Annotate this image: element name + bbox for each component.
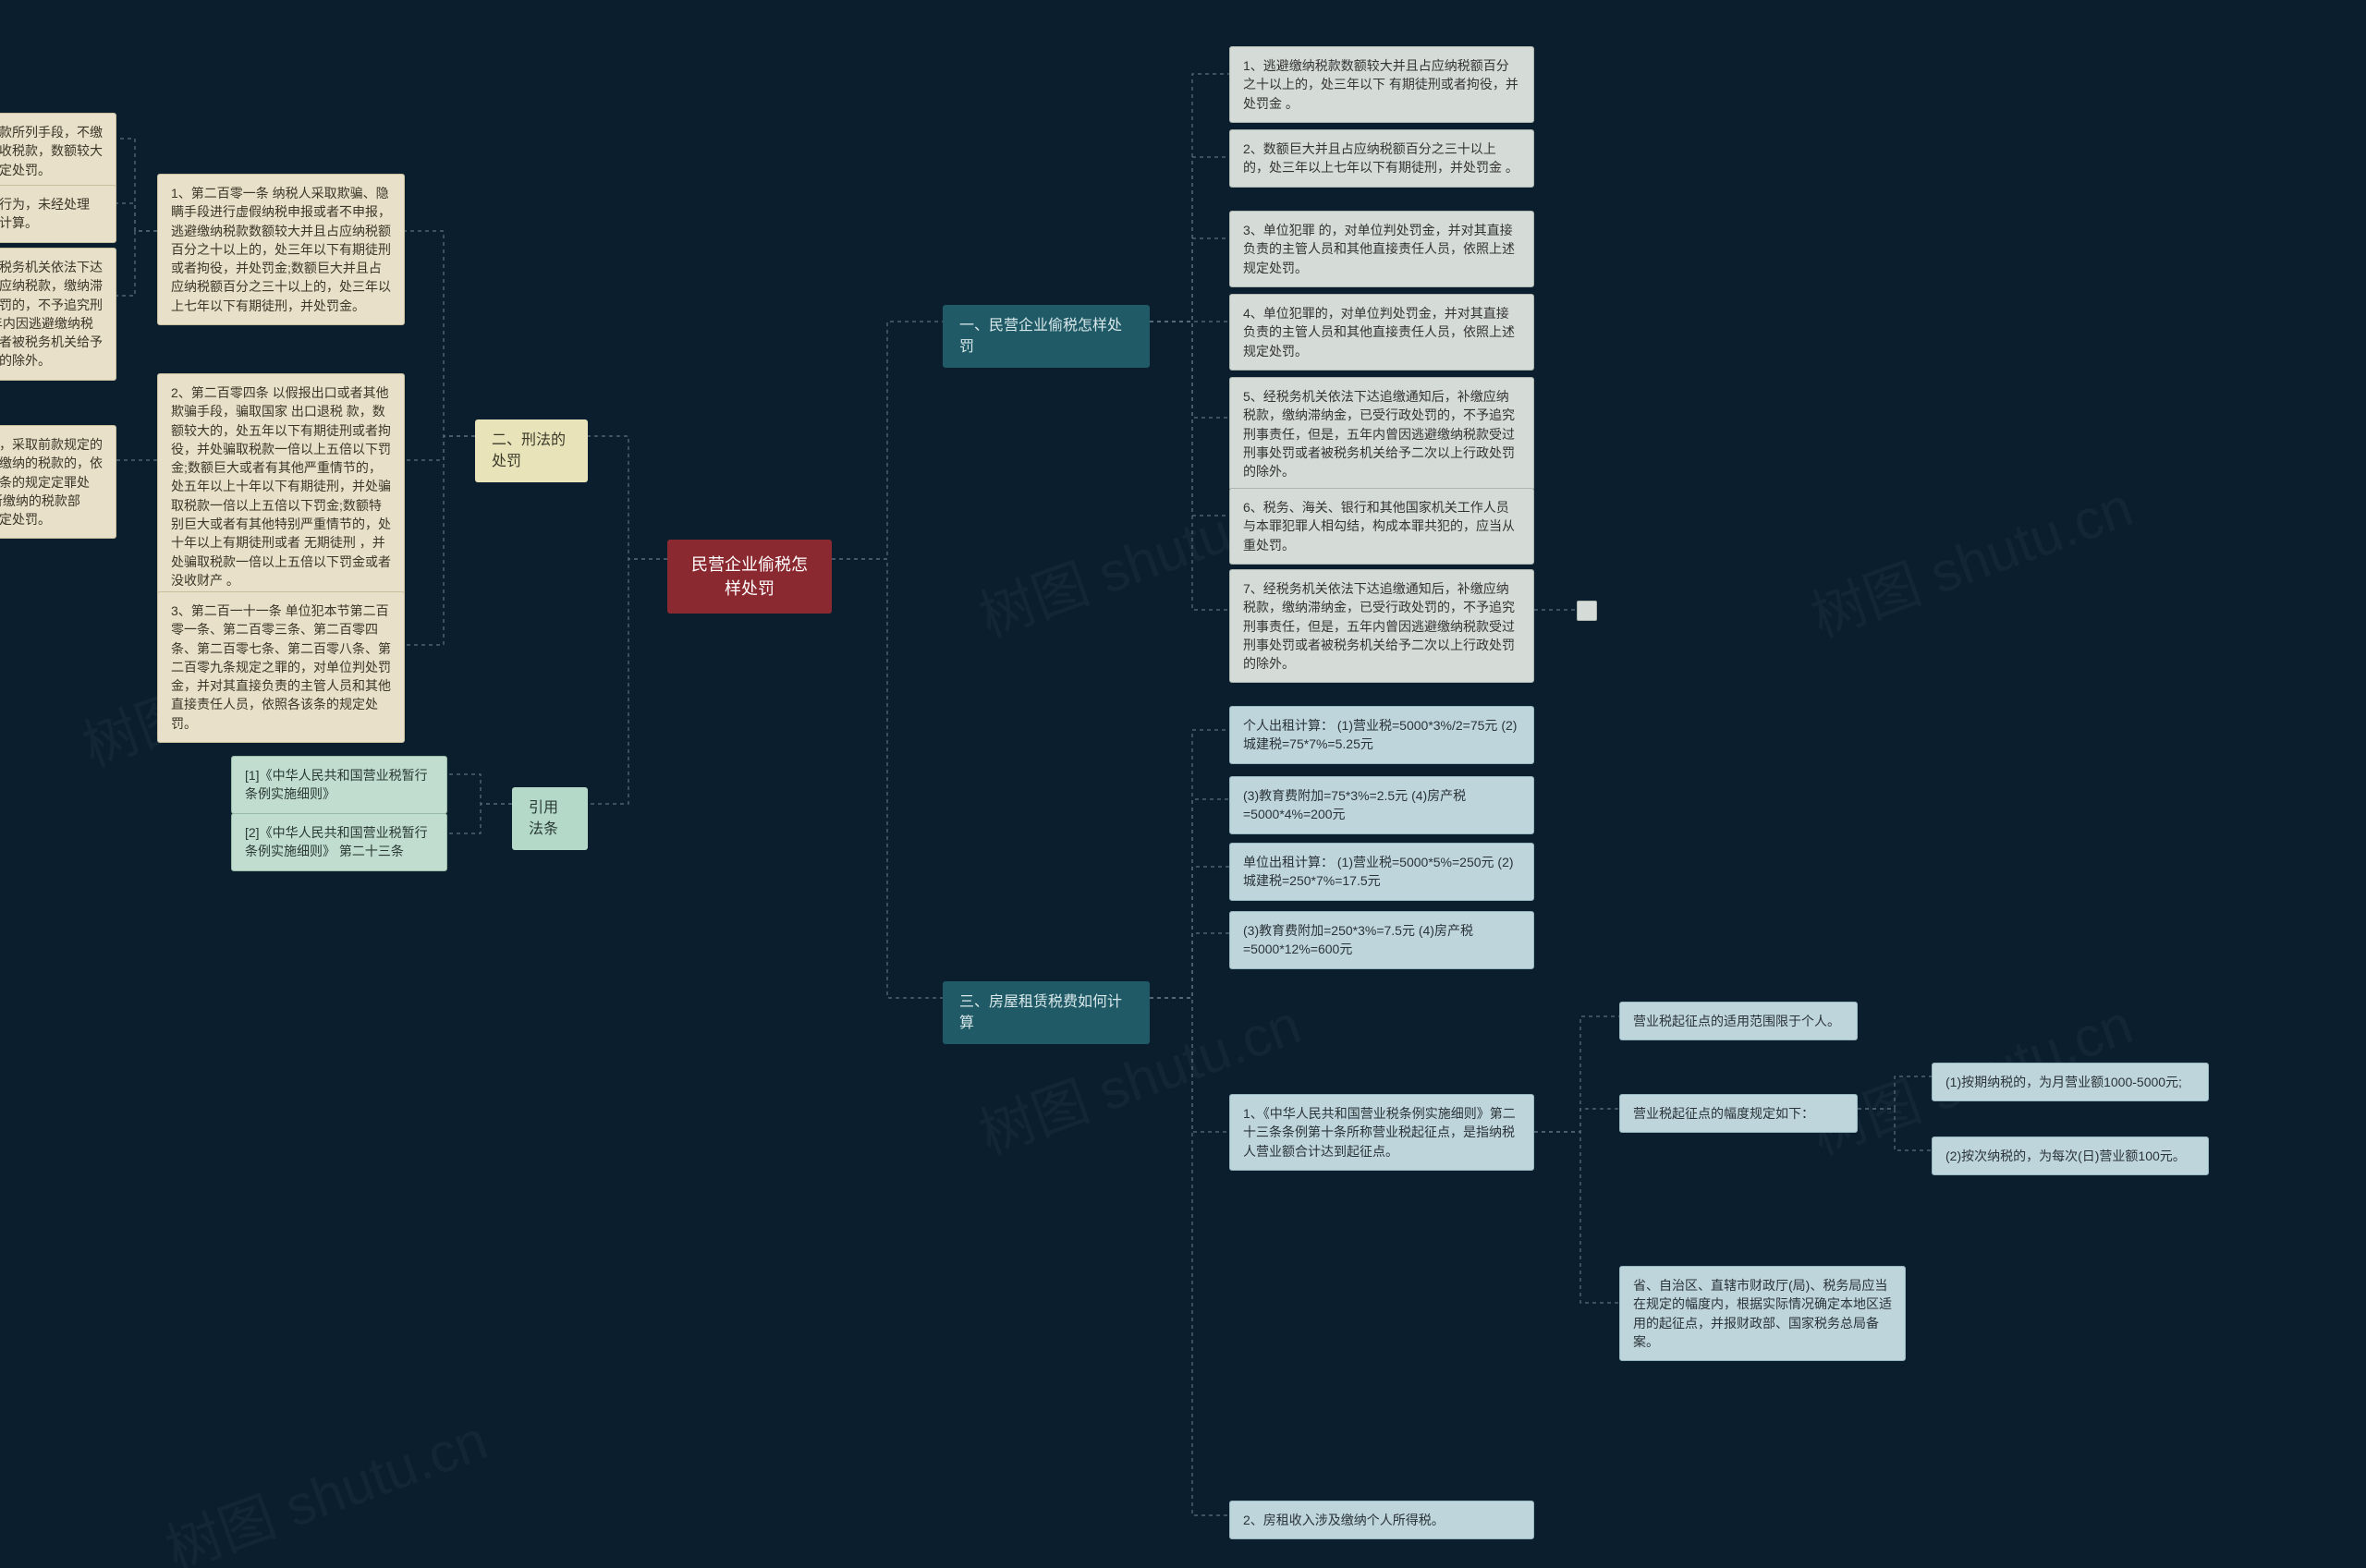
branch-3: 三、房屋租赁税费如何计算 <box>943 981 1150 1044</box>
leaf-8: 1、第二百零一条 纳税人采取欺骗、隐瞒手段进行虚假纳税申报或者不申报，逃避缴纳税… <box>157 174 405 325</box>
leaf-4: 4、单位犯罪的，对单位判处罚金，并对其直接负责的主管人员和其他直接责任人员，依照… <box>1229 294 1534 371</box>
leaf-15b2: (2)按次纳税的，为每次(日)营业额100元。 <box>1932 1136 2209 1175</box>
watermark: 树图 shutu.cn <box>1799 462 2141 652</box>
branch-1: 一、民营企业偷税怎样处罚 <box>943 305 1150 368</box>
leaf-8c: 有第一款行为，经税务机关依法下达追缴通知后，补缴应纳税款，缴纳滞纳金，已受行政处… <box>0 248 116 381</box>
leaf-15c: 省、自治区、直辖市财政厅(局)、税务局应当在规定的幅度内，根据实际情况确定本地区… <box>1619 1266 1906 1361</box>
leaf-10: 3、第二百一十一条 单位犯本节第二百零一条、第二百零三条、第二百零四条、第二百零… <box>157 591 405 743</box>
ref-2: [2]《中华人民共和国营业税暂行条例实施细则》 第二十三条 <box>231 813 447 871</box>
leaf-7: 7、经税务机关依法下达追缴通知后，补缴应纳税款，缴纳滞纳金，已受行政处罚的，不予… <box>1229 569 1534 683</box>
leaf-15: 1、《中华人民共和国营业税条例实施细则》第二十三条条例第十条所称营业税起征点，是… <box>1229 1094 1534 1171</box>
branch-2: 二、刑法的处罚 <box>475 419 588 482</box>
leaf-5: 5、经税务机关依法下达追缴通知后，补缴应纳税款，缴纳滞纳金，已受行政处罚的，不予… <box>1229 377 1534 491</box>
branch-4: 引用法条 <box>512 787 588 850</box>
leaf-16: 2、房租收入涉及缴纳个人所得税。 <box>1229 1501 1534 1539</box>
leaf-2: 2、数额巨大并且占应纳税额百分之三十以上的，处三年以上七年以下有期徒刑，并处罚金… <box>1229 129 1534 188</box>
leaf-9: 2、第二百零四条 以假报出口或者其他欺骗手段，骗取国家 出口退税 款，数额较大的… <box>157 373 405 600</box>
watermark: 树图 shutu.cn <box>153 1395 496 1568</box>
leaf-9a: 纳税人缴纳税款后，采取前款规定的欺骗方法，骗取所缴纳的税款的，依照本法第二百零一… <box>0 425 116 539</box>
leaf-15a: 营业税起征点的适用范围限于个人。 <box>1619 1002 1858 1040</box>
leaf-1: 1、逃避缴纳税款数额较大并且占应纳税额百分之十以上的，处三年以下 有期徒刑或者拘… <box>1229 46 1534 123</box>
leaf-15b1: (1)按期纳税的，为月营业额1000-5000元; <box>1932 1063 2209 1101</box>
leaf-11: 个人出租计算： (1)营业税=5000*3%/2=75元 (2)城建税=75*7… <box>1229 706 1534 764</box>
root-node: 民营企业偷税怎样处罚 <box>667 540 832 614</box>
leaf-6: 6、税务、海关、银行和其他国家机关工作人员与本罪犯罪人相勾结，构成本罪共犯的，应… <box>1229 488 1534 565</box>
leaf-3: 3、单位犯罪 的，对单位判处罚金，并对其直接负责的主管人员和其他直接责任人员，依… <box>1229 211 1534 287</box>
leaf-8a: 扣缴义务人采取前款所列手段，不缴或者少缴已扣、已收税款，数额较大的，依照前款的规… <box>0 113 116 189</box>
leaf-13: 单位出租计算： (1)营业税=5000*5%=250元 (2)城建税=250*7… <box>1229 843 1534 901</box>
leaf-15b: 营业税起征点的幅度规定如下： <box>1619 1094 1858 1133</box>
empty-box <box>1577 601 1597 621</box>
leaf-8b: 对多次实施前两款行为，未经处理的，按照累计数额计算。 <box>0 185 116 243</box>
ref-1: [1]《中华人民共和国营业税暂行条例实施细则》 <box>231 756 447 814</box>
leaf-14: (3)教育费附加=250*3%=7.5元 (4)房产税=5000*12%=600… <box>1229 911 1534 969</box>
leaf-12: (3)教育费附加=75*3%=2.5元 (4)房产税=5000*4%=200元 <box>1229 776 1534 834</box>
